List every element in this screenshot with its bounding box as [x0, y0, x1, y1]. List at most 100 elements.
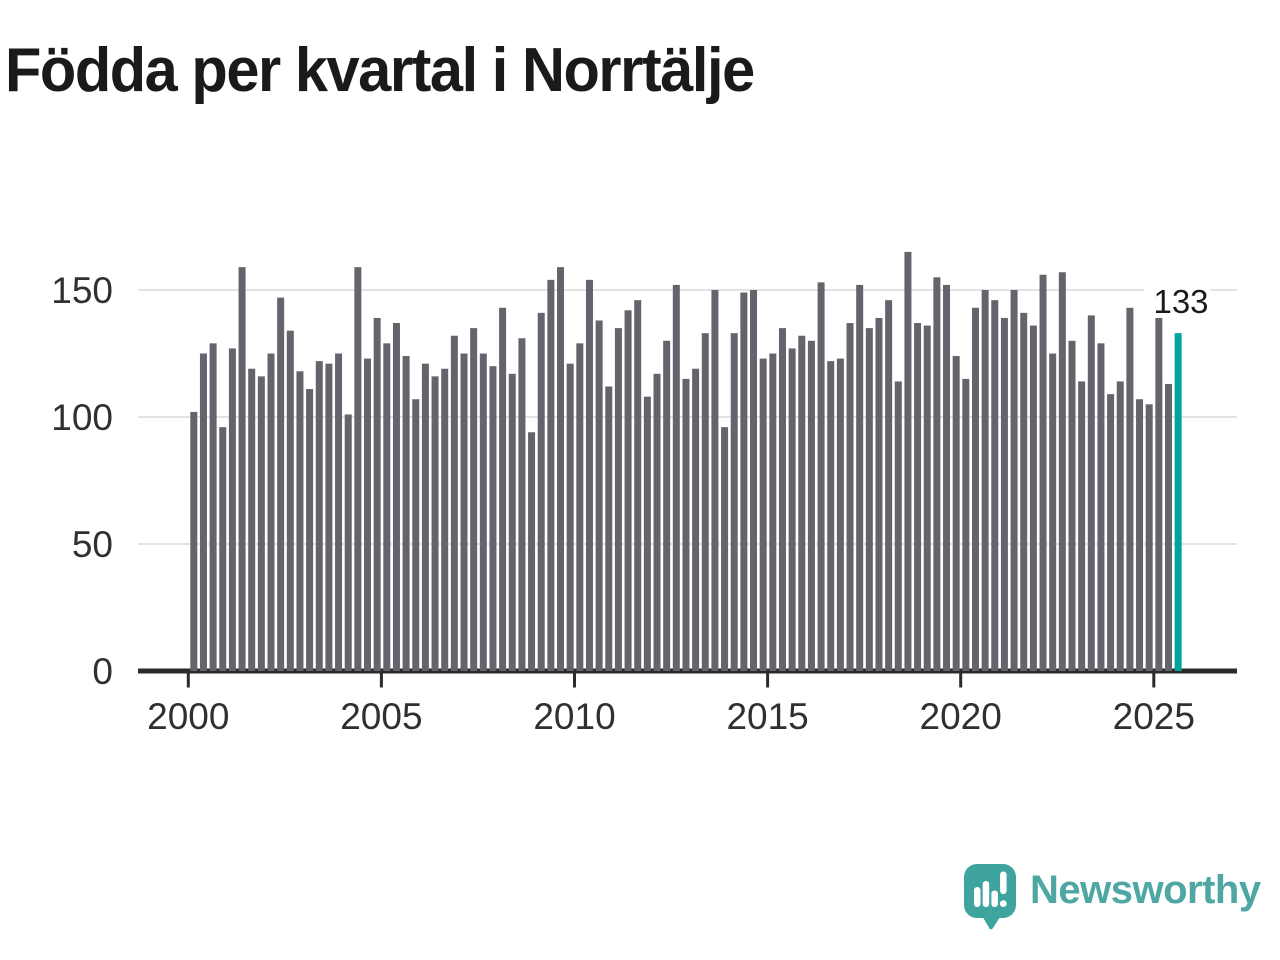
bar-2002-q3: [286, 330, 294, 671]
bar-2024-q4: [1145, 404, 1153, 671]
bar-2013-q2: [701, 333, 709, 671]
bar-2006-q1: [421, 363, 429, 671]
bar-2012-q1: [653, 373, 661, 671]
bar-2012-q4: [682, 378, 690, 671]
bar-2008-q2: [508, 373, 516, 671]
bar-2001-q2: [238, 267, 246, 671]
x-axis-label-2000: 2000: [147, 696, 229, 737]
bar-2007-q2: [470, 328, 478, 671]
newsworthy-logo: Newsworthy: [964, 864, 1280, 934]
bar-2016-q2: [817, 282, 825, 671]
bar-2007-q3: [479, 353, 487, 671]
bar-2001-q4: [257, 376, 265, 671]
bar-2009-q2: [547, 279, 555, 671]
bar-2024-q3: [1136, 399, 1144, 671]
bar-2018-q2: [894, 381, 902, 671]
x-tick-2025: [1152, 673, 1156, 688]
bar-2005-q3: [402, 356, 410, 671]
bar-2022-q4: [1068, 340, 1076, 671]
bar-2017-q4: [875, 317, 883, 671]
bar-2013-q1: [692, 368, 700, 671]
bar-2025-q2: [1164, 383, 1172, 671]
x-tick-2005: [379, 673, 383, 688]
bar-2007-q4: [489, 366, 497, 671]
bar-2001-q3: [248, 368, 256, 671]
bar-2002-q4: [296, 371, 304, 671]
annotation-halo: [1144, 284, 1210, 318]
bar-2021-q1: [1000, 317, 1008, 671]
bar-2000-q4: [219, 427, 227, 671]
bar-2003-q1: [306, 389, 314, 671]
bar-2021-q3: [1020, 312, 1028, 671]
bar-2016-q4: [836, 358, 844, 671]
bar-2004-q1: [344, 414, 352, 671]
bar-2001-q1: [228, 348, 236, 671]
bar-2005-q1: [383, 343, 391, 671]
bar-2010-q3: [595, 320, 603, 671]
bar-2008-q1: [499, 307, 507, 671]
bar-2004-q4: [373, 317, 381, 671]
bar-2000-q2: [199, 353, 207, 671]
bar-2011-q3: [634, 300, 642, 671]
bar-2014-q3: [750, 290, 758, 671]
bar-2020-q1: [962, 378, 970, 671]
bar-2011-q1: [614, 328, 622, 671]
bar-2000-q1: [190, 411, 198, 671]
bar-2004-q2: [354, 267, 362, 671]
bar-2020-q3: [981, 290, 989, 671]
bar-2015-q4: [798, 335, 806, 671]
y-axis-label-150: 150: [51, 270, 113, 311]
bar-2024-q1: [1116, 381, 1124, 671]
bar-2018-q1: [885, 300, 893, 671]
bar-2023-q1: [1078, 381, 1086, 671]
bar-2025-q1: [1155, 317, 1163, 671]
bar-2019-q2: [933, 277, 941, 671]
x-tick-2015: [766, 673, 770, 688]
bar-2023-q3: [1097, 343, 1105, 671]
bar-2023-q4: [1107, 394, 1115, 671]
bar-2013-q3: [711, 290, 719, 671]
bar-2013-q4: [721, 427, 729, 671]
bar-2025-q3-highlighted: [1174, 333, 1182, 671]
bar-2020-q4: [991, 300, 999, 671]
x-tick-2000: [186, 673, 190, 688]
y-axis-label-0: 0: [92, 651, 113, 692]
bar-2004-q3: [364, 358, 372, 671]
bar-2010-q2: [585, 279, 593, 671]
bar-2011-q4: [643, 396, 651, 671]
x-axis-label-2020: 2020: [920, 696, 1002, 737]
bar-2019-q4: [952, 356, 960, 671]
bar-2014-q1: [730, 333, 738, 671]
bar-2016-q1: [807, 340, 815, 671]
highlight-value-label: 133: [1153, 283, 1208, 320]
bar-2017-q1: [846, 323, 854, 671]
bar-2006-q4: [450, 335, 458, 671]
bar-2019-q3: [943, 284, 951, 671]
bar-2021-q4: [1029, 325, 1037, 671]
x-axis-label-2015: 2015: [726, 696, 808, 737]
x-tick-2010: [573, 673, 576, 688]
bar-2010-q4: [605, 386, 613, 671]
bar-2008-q3: [518, 338, 526, 671]
bar-2002-q2: [277, 297, 285, 671]
bar-2005-q2: [392, 323, 400, 671]
y-axis-label-100: 100: [51, 397, 113, 438]
bar-2020-q2: [971, 307, 979, 671]
bar-2009-q3: [557, 267, 565, 671]
bar-2015-q2: [778, 328, 786, 671]
bar-2006-q2: [431, 376, 439, 671]
bar-2000-q3: [209, 343, 217, 671]
bar-2015-q1: [769, 353, 777, 671]
x-axis-label-2005: 2005: [340, 696, 422, 737]
speech-bubble-bar-chart-icon: [964, 864, 1016, 930]
bar-2012-q2: [663, 340, 671, 671]
bar-2017-q3: [865, 328, 873, 671]
bar-2012-q3: [672, 284, 680, 671]
newsworthy-wordmark: Newsworthy: [1030, 868, 1261, 912]
bar-2024-q2: [1126, 307, 1134, 671]
bar-2018-q3: [904, 251, 912, 671]
bar-2005-q4: [412, 399, 420, 671]
y-axis-label-50: 50: [72, 524, 113, 565]
bar-2009-q1: [537, 312, 545, 671]
